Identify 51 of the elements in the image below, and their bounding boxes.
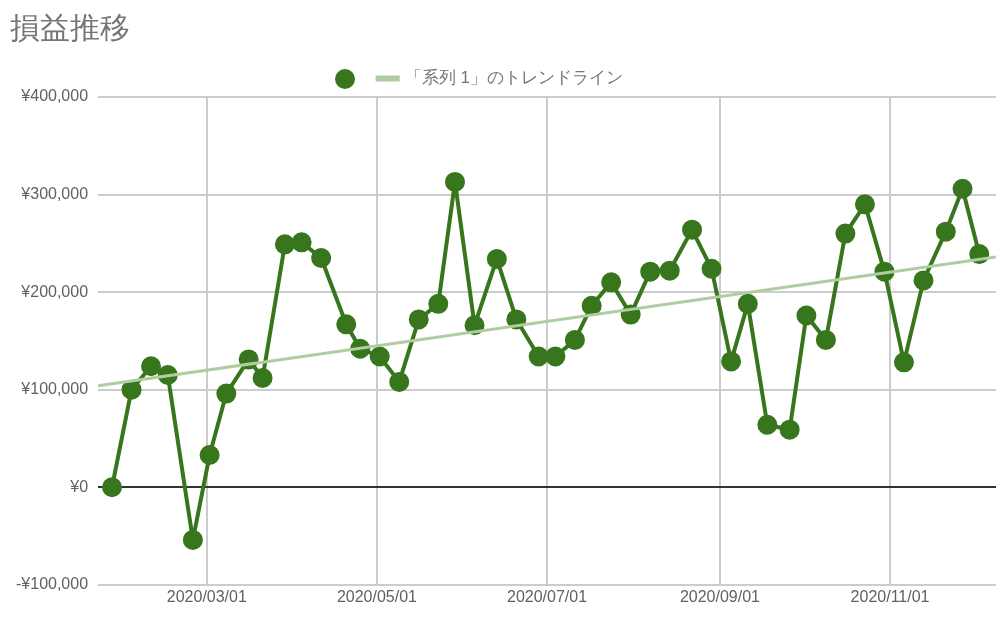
chart-title: 損益推移 (10, 10, 130, 46)
point (682, 219, 703, 240)
y-tick-label: ¥400,000 (20, 87, 89, 105)
x-tick-label: 2020/03/01 (166, 587, 247, 605)
x-tick-label: 2020/11/01 (850, 587, 930, 605)
point (893, 352, 914, 373)
point (445, 171, 466, 192)
point (640, 261, 661, 282)
point (274, 234, 295, 255)
point (199, 445, 220, 466)
point (252, 367, 273, 388)
point (721, 351, 742, 372)
point (389, 371, 410, 392)
point (952, 178, 973, 199)
point (216, 383, 237, 404)
point (581, 295, 602, 316)
point (141, 356, 162, 377)
point (796, 305, 817, 326)
point (779, 419, 800, 440)
x-tick-label: 2020/09/01 (679, 587, 761, 605)
point (564, 329, 585, 350)
point (835, 223, 856, 244)
point (121, 379, 142, 400)
point (528, 346, 549, 367)
point (486, 248, 507, 269)
y-tick-label: ¥0 (69, 477, 89, 495)
x-tick-label: 2020/07/01 (506, 587, 588, 605)
point (408, 309, 429, 330)
y-tick-label: ¥200,000 (20, 282, 89, 300)
point (182, 529, 203, 550)
x-tick-label: 2020/05/01 (336, 587, 418, 605)
y-tick-label: ¥300,000 (20, 184, 89, 202)
y-tick-label: ¥100,000 (20, 380, 89, 398)
point (935, 221, 956, 242)
point (757, 414, 778, 435)
point (659, 260, 680, 281)
legend-label: 「系列 1」のトレンドライン (404, 68, 623, 88)
point (913, 270, 934, 291)
point (336, 314, 357, 335)
point (311, 247, 332, 268)
point (601, 272, 622, 293)
point (102, 477, 123, 498)
point (701, 258, 722, 279)
point (369, 346, 390, 367)
y-tick-label: -¥100,000 (16, 575, 89, 593)
point (737, 293, 758, 314)
point (815, 329, 836, 350)
point (545, 346, 566, 367)
point (854, 194, 875, 215)
point (291, 232, 312, 253)
point (428, 293, 449, 314)
